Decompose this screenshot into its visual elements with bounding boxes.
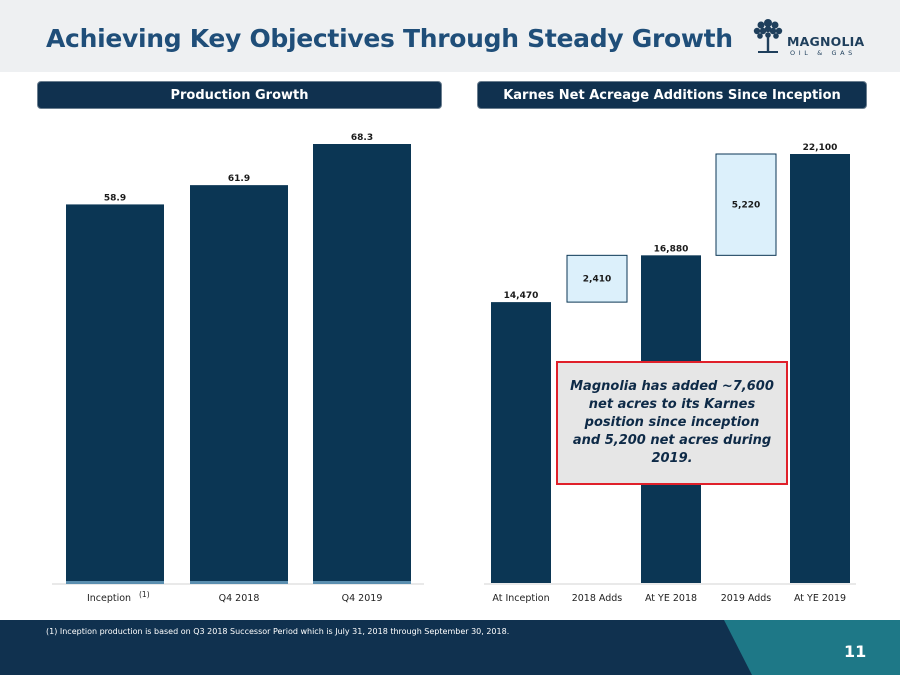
acreage-value-label: 16,880 (654, 244, 689, 254)
production-bar (190, 185, 288, 583)
production-growth-header: Production Growth (37, 81, 442, 109)
production-value-label: 68.3 (351, 133, 373, 143)
acreage-increment-bar (566, 254, 628, 303)
production-bar (66, 204, 164, 583)
acreage-increment-label: 2,410 (583, 275, 611, 285)
production-value-label: 58.9 (104, 193, 126, 203)
acreage-value-label: 14,470 (504, 291, 539, 301)
magnolia-tree-icon (753, 19, 783, 53)
production-bar-base (190, 581, 288, 584)
callout-text: Magnolia has added ~7,600 net acres to i… (570, 379, 774, 466)
charts-area: 58.9 Inception (1) 61.9 Q4 2018 68.3 Q4 2019 14… (52, 133, 856, 604)
logo-wordmark: MAGNOLIA (787, 34, 865, 49)
acreage-total-bar (491, 302, 551, 583)
acreage-category-label: At YE 2018 (645, 593, 697, 604)
production-category-label: Inception (87, 593, 131, 604)
karnes-acreage-header: Karnes Net Acreage Additions Since Incep… (477, 81, 867, 109)
acreage-increment-label: 5,220 (732, 201, 760, 211)
production-bar (313, 144, 411, 583)
acreage-value-label: 22,100 (803, 143, 838, 153)
production-bar-base (313, 581, 411, 584)
production-value-label: 61.9 (228, 174, 250, 184)
logo-subtitle: OIL & GAS (790, 49, 856, 57)
page-number: 11 (844, 642, 867, 661)
acreage-total-bar (790, 154, 850, 583)
acreage-category-label: At YE 2019 (794, 593, 846, 604)
acreage-callout-box: Magnolia has added ~7,600 net acres to i… (556, 361, 788, 485)
acreage-category-label: At Inception (492, 593, 549, 604)
slide-header (0, 0, 900, 72)
slide-title: Achieving Key Objectives Through Steady … (46, 24, 733, 53)
production-category-label: Q4 2018 (219, 593, 260, 604)
acreage-category-label: 2019 Adds (721, 593, 772, 604)
acreage-category-label: 2018 Adds (572, 593, 623, 604)
footnote: (1) Inception production is based on Q3 … (46, 627, 510, 636)
production-footnote-marker: (1) (139, 590, 150, 599)
production-bar-base (66, 581, 164, 584)
production-category-label: Q4 2019 (342, 593, 383, 604)
acreage-increment-bar (715, 153, 777, 256)
footer-accent (724, 620, 900, 675)
company-logo: MAGNOLIA OIL & GAS (750, 14, 868, 58)
